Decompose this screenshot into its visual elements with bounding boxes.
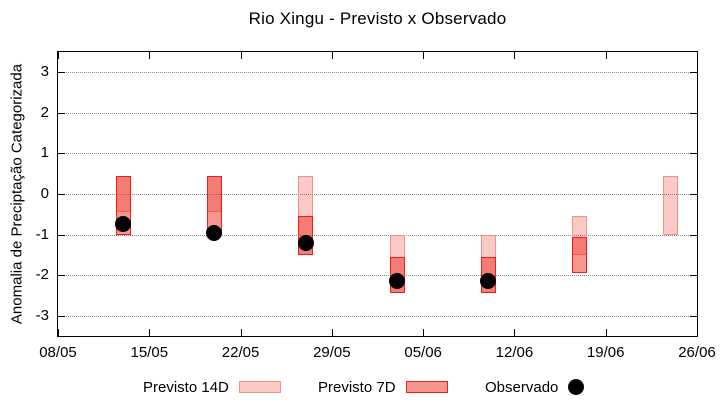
x-tick-top bbox=[514, 52, 516, 59]
chart-title: Rio Xingu - Previsto x Observado bbox=[248, 9, 507, 28]
gridline bbox=[58, 234, 697, 236]
x-tick-bottom bbox=[331, 329, 333, 336]
legend-label-previsto-14d: Previsto 14D bbox=[143, 378, 229, 396]
y-tick-left bbox=[58, 315, 65, 317]
legend-item-observado: Observado bbox=[485, 378, 585, 396]
y-tick-right bbox=[690, 194, 697, 195]
observado-swatch-icon bbox=[568, 379, 585, 395]
plot-area bbox=[57, 51, 698, 337]
previsto-14d-bar bbox=[663, 175, 679, 235]
x-tick-label: 26/06 bbox=[678, 344, 716, 361]
x-tick-label: 05/06 bbox=[404, 344, 442, 361]
x-tick-bottom bbox=[514, 329, 516, 336]
y-tick-label: 0 bbox=[40, 185, 49, 202]
previsto-7d-bar bbox=[206, 175, 222, 231]
y-tick-left bbox=[58, 112, 65, 114]
y-tick-label: 2 bbox=[40, 103, 49, 121]
y-tick-right bbox=[690, 315, 697, 317]
x-tick-bottom bbox=[423, 329, 425, 336]
legend-item-previsto-7d: Previsto 7D bbox=[318, 378, 448, 396]
x-tick-label: 12/06 bbox=[495, 344, 534, 361]
x-tick-bottom bbox=[605, 329, 607, 336]
y-tick-label: -3 bbox=[35, 306, 49, 324]
observado-dot bbox=[389, 273, 406, 290]
legend-label-previsto-7d: Previsto 7D bbox=[318, 378, 396, 396]
observado-dot bbox=[206, 224, 223, 241]
y-tick-label: 1 bbox=[40, 144, 49, 162]
observado-dot bbox=[115, 216, 132, 233]
y-tick-right bbox=[690, 275, 697, 277]
x-tick-top bbox=[331, 52, 333, 59]
x-tick-bottom bbox=[697, 329, 698, 336]
legend-item-previsto-14d: Previsto 14D bbox=[143, 378, 281, 396]
x-tick-label: 15/05 bbox=[130, 344, 169, 361]
observado-dot bbox=[480, 273, 497, 290]
observado-dot bbox=[297, 234, 314, 251]
x-tick-top bbox=[240, 52, 242, 59]
legend-label-observado: Observado bbox=[485, 378, 559, 396]
gridline bbox=[58, 315, 697, 317]
gridline bbox=[58, 194, 697, 195]
x-tick-label: 19/06 bbox=[586, 344, 625, 361]
y-tick-label: -1 bbox=[35, 225, 49, 243]
x-tick-label: 08/05 bbox=[39, 344, 77, 361]
y-tick-left bbox=[58, 275, 65, 277]
x-tick-top bbox=[149, 52, 151, 59]
x-tick-bottom bbox=[149, 329, 151, 336]
y-tick-right bbox=[690, 234, 697, 236]
y-tick-left bbox=[58, 194, 65, 195]
y-tick-right bbox=[690, 153, 697, 155]
x-tick-top bbox=[58, 52, 59, 59]
x-tick-label: 22/05 bbox=[221, 344, 260, 361]
gridline bbox=[58, 112, 697, 114]
y-tick-left bbox=[58, 153, 65, 155]
x-tick-top bbox=[605, 52, 607, 59]
previsto-14d-swatch-icon bbox=[238, 381, 281, 393]
y-tick-right bbox=[690, 72, 697, 74]
x-tick-label: 29/05 bbox=[313, 344, 351, 361]
x-tick-bottom bbox=[240, 329, 242, 336]
x-tick-bottom bbox=[58, 329, 59, 336]
y-tick-label: 3 bbox=[40, 63, 49, 81]
x-tick-top bbox=[423, 52, 425, 59]
previsto-7d-bar bbox=[572, 236, 588, 274]
y-tick-left bbox=[58, 234, 65, 236]
y-tick-right bbox=[690, 112, 697, 114]
gridline bbox=[58, 72, 697, 74]
gridline bbox=[58, 153, 697, 155]
previsto-7d-swatch-icon bbox=[405, 381, 448, 393]
y-tick-label: -2 bbox=[35, 266, 49, 284]
x-tick-top bbox=[697, 52, 698, 59]
y-tick-left bbox=[58, 72, 65, 74]
gridline bbox=[58, 275, 697, 277]
